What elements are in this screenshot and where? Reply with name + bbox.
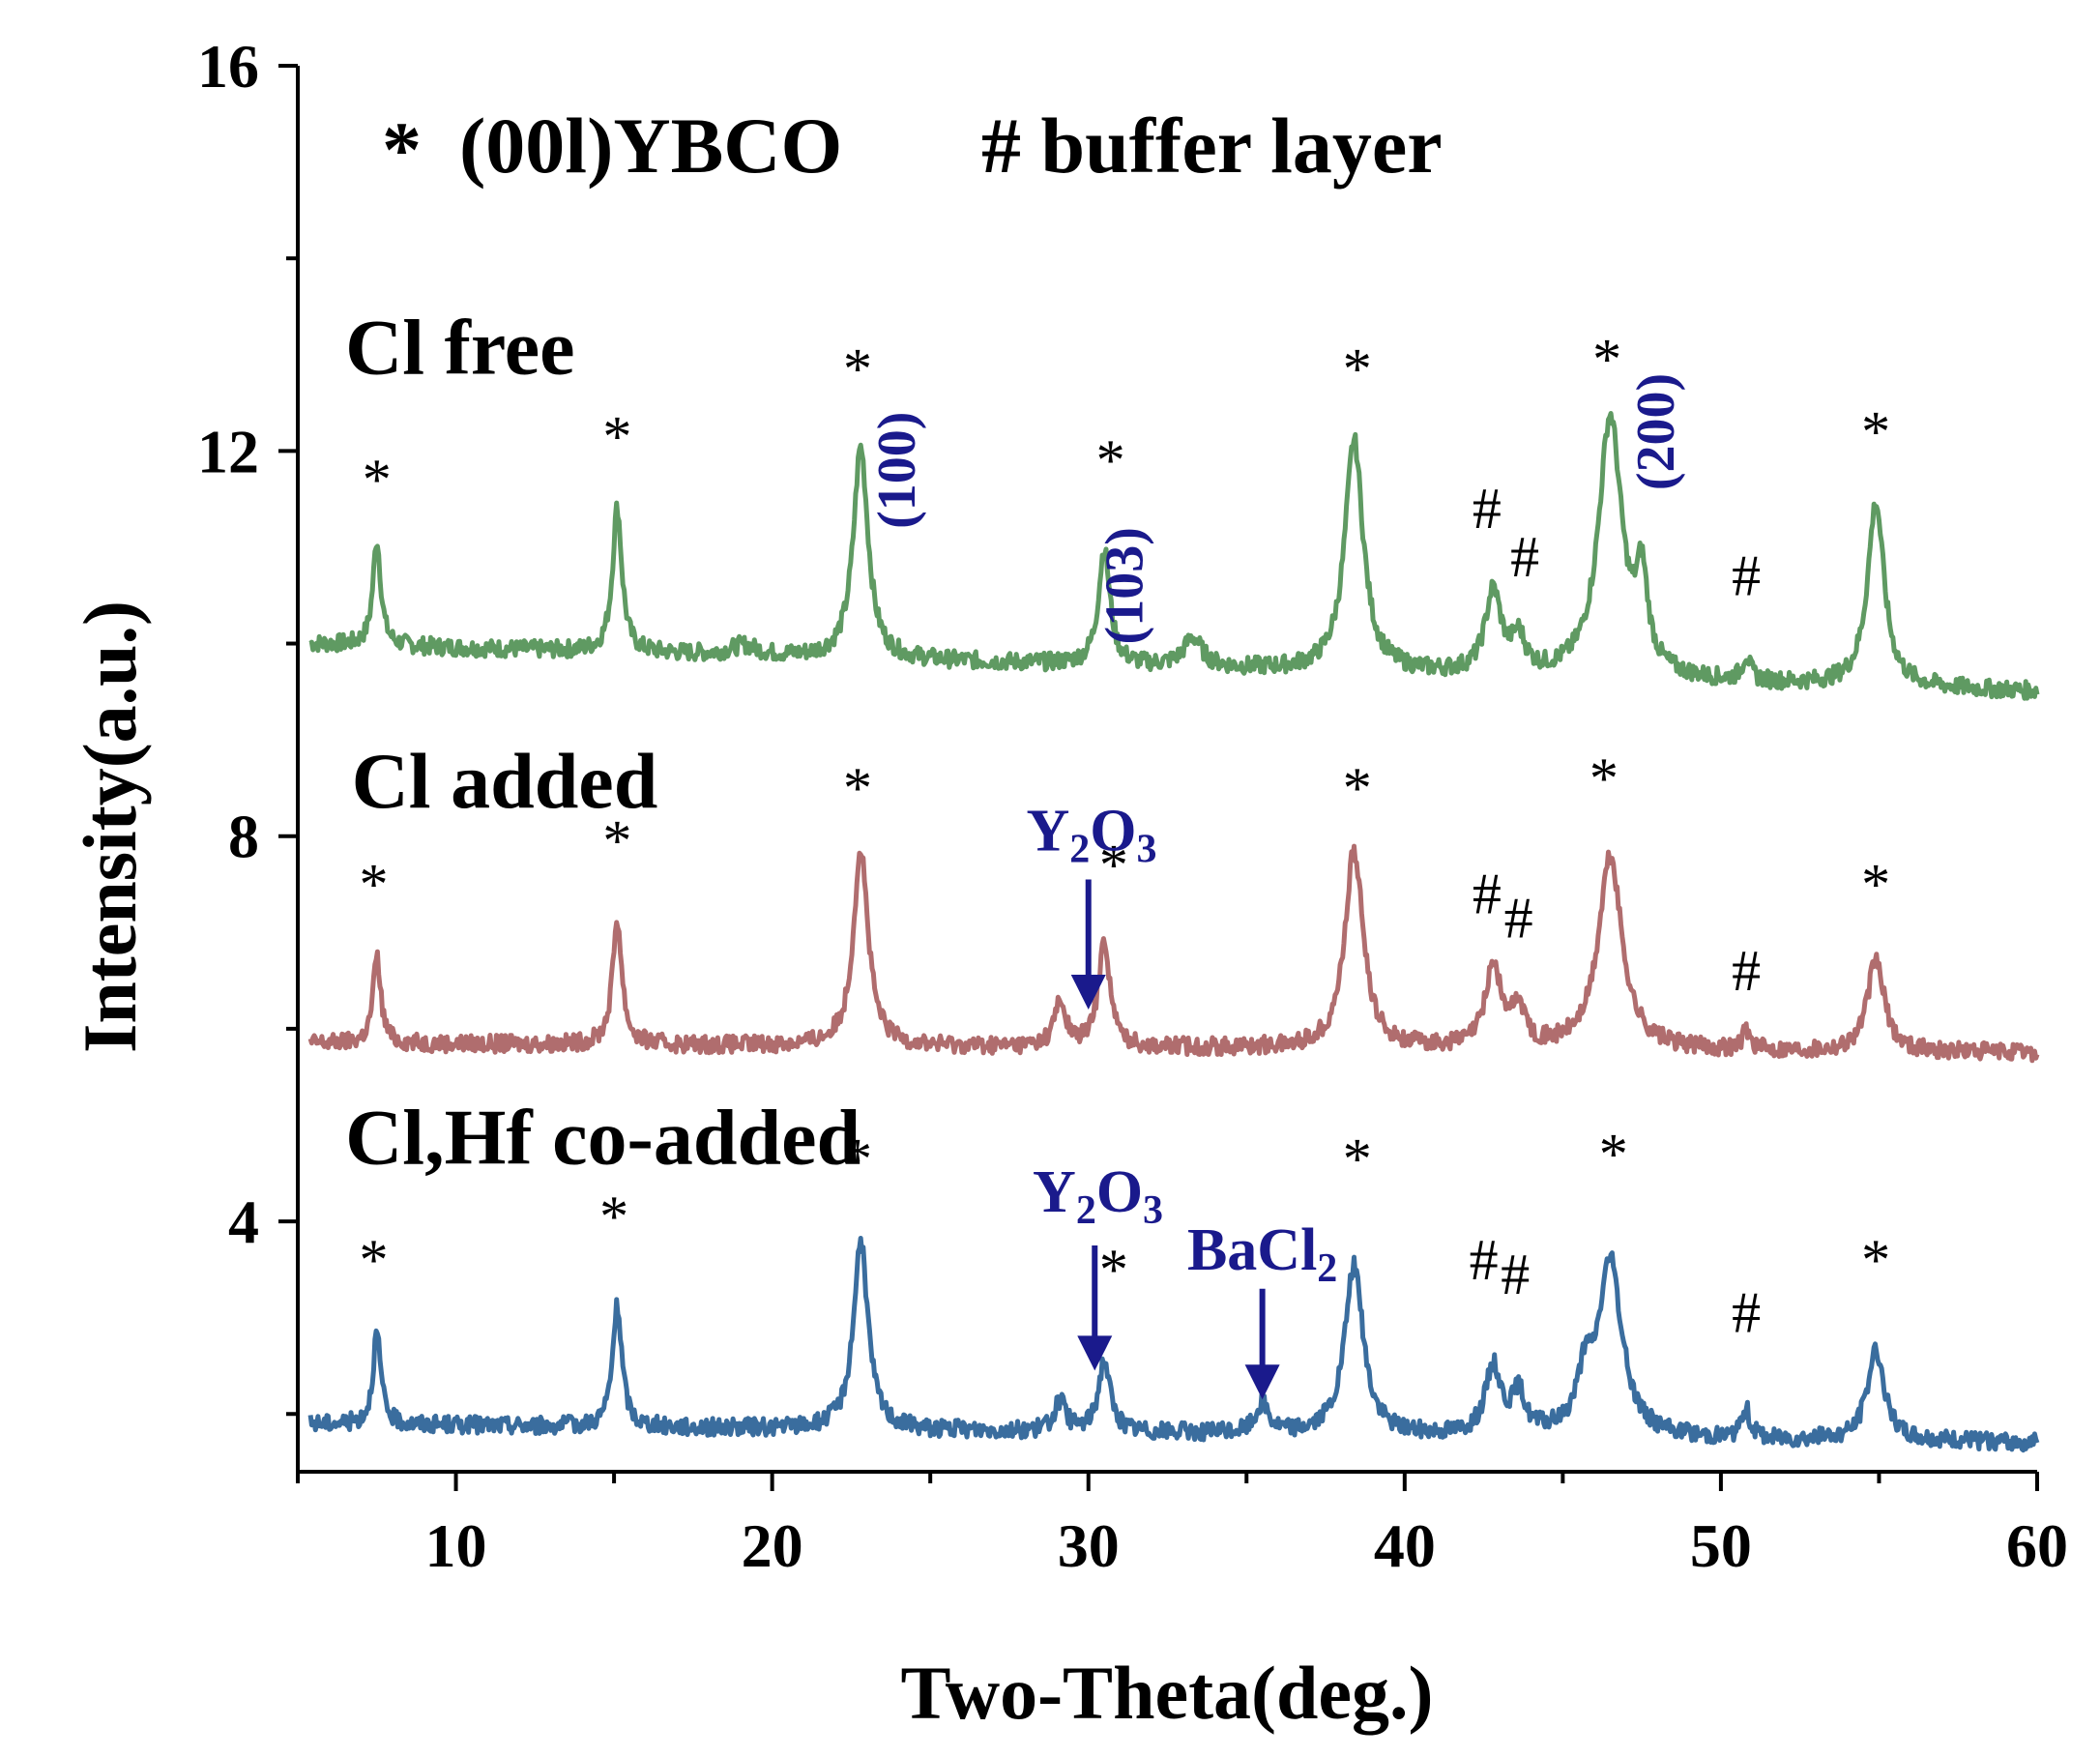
ybco-marker: *	[1861, 399, 1890, 463]
ybco-marker: *	[363, 448, 392, 512]
ybco-marker: *	[1861, 1228, 1890, 1292]
legend-buffer-text: # buffer layer	[981, 102, 1443, 190]
ybco-marker: *	[1099, 834, 1128, 897]
ybco-marker: *	[1861, 852, 1890, 916]
miller-label-2: (200)	[1626, 373, 1686, 490]
y-tick-label: 4	[228, 1187, 259, 1256]
series-line-1	[307, 843, 2040, 1064]
x-tick-label: 50	[1690, 1511, 1752, 1580]
x-tick-label: 30	[1058, 1511, 1120, 1580]
phase-label-1: Y2O3	[1033, 1159, 1163, 1233]
series-layer	[307, 411, 2040, 1453]
ybco-marker: *	[1343, 337, 1372, 401]
axes-layer: 10 20 30 40 50 60 4 8 12 16	[197, 32, 2068, 1580]
y-tick-label: 8	[228, 803, 259, 871]
buffer-marker: #	[1732, 544, 1761, 608]
legend-ybco-text: (00l)YBCO	[459, 102, 842, 190]
ybco-marker: *	[360, 1228, 389, 1292]
series-label-1: Cl added	[352, 737, 658, 825]
x-tick-label: 40	[1374, 1511, 1436, 1580]
ybco-marker: *	[1343, 1127, 1372, 1190]
ybco-marker: *	[1343, 756, 1372, 820]
series-line-0	[308, 411, 2040, 701]
ybco-marker: *	[599, 1185, 628, 1248]
y-tick-label: 16	[197, 32, 259, 101]
ybco-marker: *	[360, 852, 389, 916]
legend-ybco-symbol: *	[382, 105, 422, 193]
buffer-marker: #	[1504, 886, 1533, 950]
ybco-marker: *	[602, 809, 631, 873]
legend: * (00l)YBCO # buffer layer	[382, 102, 1443, 193]
phase-label-2: BaCl2	[1187, 1217, 1337, 1291]
buffer-marker: #	[1501, 1243, 1530, 1306]
y-tick-label: 12	[197, 417, 259, 485]
buffer-marker: #	[1732, 1281, 1761, 1345]
buffer-marker: #	[1473, 862, 1502, 925]
ybco-marker: *	[1590, 747, 1619, 810]
x-tick-label: 60	[2006, 1511, 2068, 1580]
miller-label-0: (100)	[867, 412, 927, 529]
ybco-marker: *	[1099, 1238, 1128, 1302]
phase-arrow-head-1	[1077, 1335, 1113, 1371]
y-axis-title: Intensity(a.u.)	[68, 600, 152, 1053]
buffer-marker: #	[1510, 525, 1539, 589]
phase-arrow-head-2	[1244, 1364, 1280, 1400]
ybco-marker: *	[1096, 428, 1125, 492]
buffer-marker: #	[1473, 477, 1502, 541]
series-line-2	[307, 1236, 2040, 1453]
ybco-marker: *	[843, 1127, 872, 1190]
x-tick-label: 10	[425, 1511, 487, 1580]
series-label-2: Cl,Hf co-added	[345, 1093, 860, 1181]
phase-label-0: Y2O3	[1026, 799, 1156, 872]
ybco-marker: *	[1599, 1122, 1628, 1186]
x-axis-title: Two-Theta(deg.)	[901, 1651, 1434, 1735]
miller-label-1: (103)	[1094, 527, 1154, 644]
x-tick-label: 20	[742, 1511, 803, 1580]
ybco-marker: *	[1592, 328, 1621, 392]
ybco-marker: *	[843, 337, 872, 401]
ybco-marker: *	[602, 404, 631, 468]
buffer-marker: #	[1470, 1228, 1499, 1292]
series-label-0: Cl free	[345, 304, 575, 392]
buffer-marker: #	[1732, 939, 1761, 1003]
phase-arrow-head-0	[1070, 974, 1106, 1010]
ybco-marker: *	[843, 756, 872, 820]
